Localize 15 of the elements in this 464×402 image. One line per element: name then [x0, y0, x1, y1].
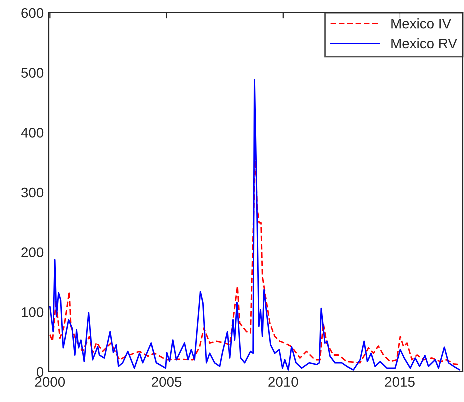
y-tick-label: 500: [22, 68, 44, 78]
x-tick-label: 2015: [385, 377, 415, 388]
y-tick-label: 300: [22, 188, 44, 198]
y-tick-label: 200: [22, 248, 44, 258]
legend-label: Mexico IV: [392, 18, 452, 29]
x-tick-label: 2010: [268, 377, 298, 388]
x-tick-label: 2005: [152, 377, 182, 388]
y-tick-label: 400: [21, 128, 44, 138]
legend-label: Mexico RV: [392, 38, 458, 49]
y-tick-label: 600: [22, 8, 44, 18]
line-series: [49, 148, 461, 366]
line-series: [49, 79, 461, 371]
y-tick-label: 0: [36, 367, 44, 378]
x-tick-label: 2000: [35, 377, 66, 388]
y-tick-label: 100: [22, 308, 44, 318]
